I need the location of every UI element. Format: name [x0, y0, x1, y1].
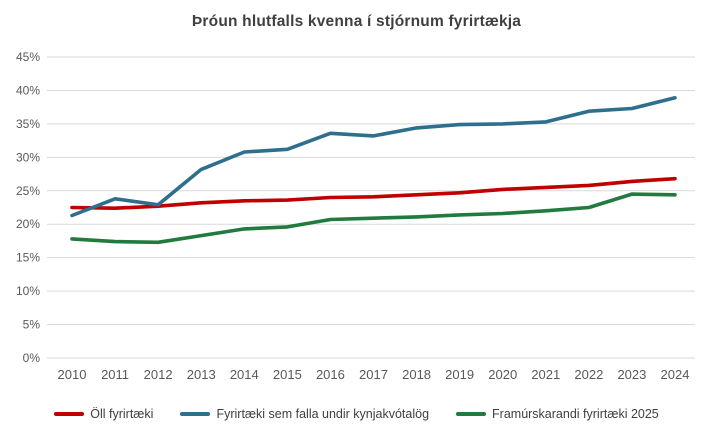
y-tick-label: 25% [16, 184, 40, 198]
y-tick-label: 40% [16, 83, 40, 97]
legend: Öll fyrirtæki Fyrirtæki sem falla undir … [0, 407, 713, 421]
x-tick-label: 2011 [101, 367, 129, 382]
y-tick-label: 30% [16, 150, 40, 164]
x-tick-label: 2022 [574, 367, 603, 382]
legend-line-swatch-green [456, 412, 487, 416]
x-tick-label: 2010 [58, 367, 87, 382]
chart-title: Þróun hlutfalls kvenna í stjórnum fyrirt… [191, 13, 522, 30]
x-tick-label: 2020 [488, 367, 517, 382]
x-tick-label: 2019 [445, 367, 474, 382]
x-tick-label: 2021 [531, 367, 560, 382]
legend-item-oll-fyrirtaeki: Öll fyrirtæki [54, 407, 153, 421]
legend-line-swatch-blue [180, 412, 211, 416]
legend-label: Framúrskarandi fyrirtæki 2025 [492, 407, 659, 421]
series-line-framurskarandi-fyrirtaeki [70, 192, 677, 245]
x-tick-label: 2014 [230, 367, 259, 382]
x-tick-label: 2012 [144, 367, 173, 382]
legend-item-framurskarandi: Framúrskarandi fyrirtæki 2025 [456, 407, 659, 421]
y-tick-label: 35% [16, 117, 40, 131]
y-tick-label: 10% [16, 284, 40, 298]
x-tick-label: 2015 [273, 367, 302, 382]
x-tick-label: 2018 [402, 367, 431, 382]
x-tick-label: 2024 [661, 367, 690, 382]
y-tick-label: 5% [23, 318, 41, 332]
legend-label: Öll fyrirtæki [90, 407, 154, 421]
series-line-kynjakvotalog-fyrirtaeki [70, 96, 677, 218]
x-tick-label: 2016 [316, 367, 345, 382]
x-tick-label: 2023 [617, 367, 646, 382]
y-tick-label: 15% [16, 251, 40, 265]
x-tick-label: 2017 [359, 367, 388, 382]
y-tick-label: 20% [16, 217, 40, 231]
y-tick-label: 0% [23, 351, 41, 365]
y-tick-label: 45% [16, 50, 40, 64]
legend-item-kynjakvotalog: Fyrirtæki sem falla undir kynjakvótalög [180, 407, 429, 421]
legend-label: Fyrirtæki sem falla undir kynjakvótalög [216, 407, 430, 421]
series-line-oll-fyrirtaeki [70, 176, 677, 210]
legend-line-swatch-red [54, 412, 85, 416]
x-tick-label: 2013 [187, 367, 216, 382]
